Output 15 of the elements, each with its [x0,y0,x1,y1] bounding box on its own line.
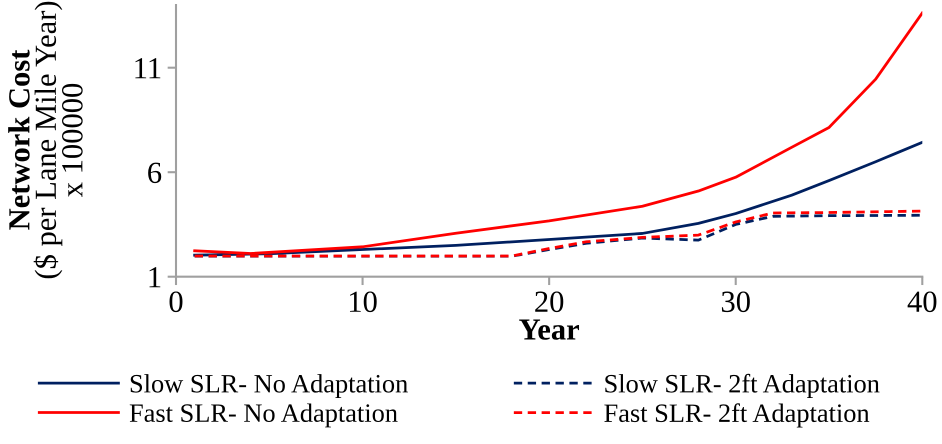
legend-label: Fast SLR- 2ft Adaptation [604,403,870,428]
x-tick-label: 30 [722,291,750,312]
x-tick-label: 0 [170,291,182,312]
line-series [193,12,922,255]
x-axis-title: Year [519,319,580,340]
legend-label: Slow SLR- No Adaptation [130,374,408,398]
legend-label: Fast SLR- No Adaptation [130,403,398,428]
y-tick-label: 6 [148,162,162,184]
x-tick-label: 20 [535,291,564,312]
x-tick-label: 10 [350,291,377,312]
y-tick-label: 1 [150,267,160,288]
y-tick-label: 11 [135,58,160,78]
x-tick-label: 40 [908,291,936,312]
y-axis-title: Network Cost ($ per Lane Mile Year) x 100000 [8,2,83,278]
legend-label: Slow SLR- 2ft Adaptation [605,374,880,398]
